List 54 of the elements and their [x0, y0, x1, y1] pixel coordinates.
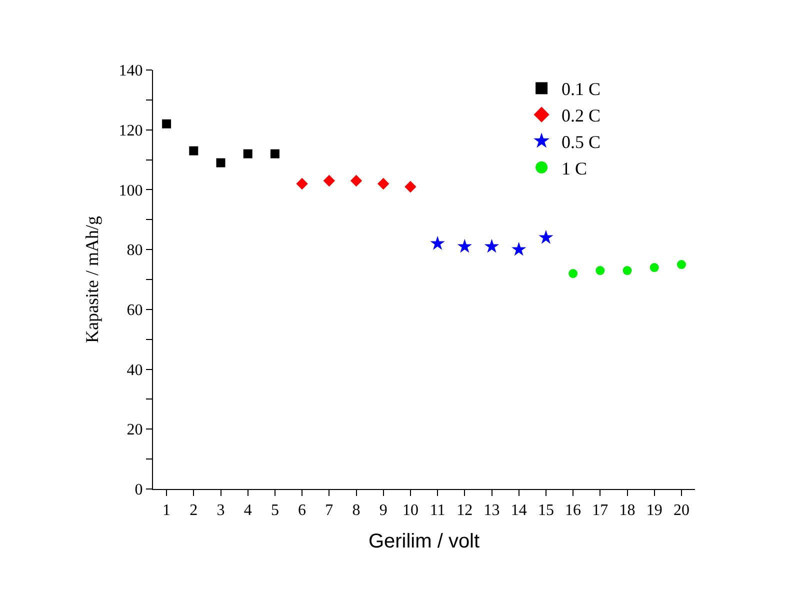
x-tick-label: 9	[379, 502, 388, 520]
point	[296, 178, 308, 190]
y-tick-label: 60	[126, 302, 143, 320]
y-tick-label: 100	[118, 182, 143, 200]
x-tick-label: 16	[565, 502, 582, 520]
x-tick-label: 11	[430, 502, 446, 520]
legend-label: 0.2 C	[562, 106, 601, 126]
legend-label: 1 C	[562, 158, 588, 178]
point	[650, 263, 659, 272]
x-axis-title: Gerilim / volt	[368, 530, 480, 553]
point	[430, 236, 445, 250]
point	[484, 238, 500, 253]
point	[378, 178, 390, 190]
x-tick-label: 14	[510, 502, 527, 520]
x-tick-label: 19	[646, 502, 662, 520]
point	[350, 174, 362, 187]
y-tick-label: 140	[118, 62, 143, 80]
x-tick-label: 6	[298, 502, 306, 520]
x-tick-label: 8	[352, 502, 360, 520]
x-tick-label: 3	[216, 502, 225, 520]
y-tick-label: 0	[134, 482, 143, 499]
y-axis-title: Kapasite / mAh/g	[82, 216, 102, 343]
x-tick-label: 10	[402, 502, 418, 520]
legend-label: 0.1 C	[562, 79, 601, 100]
point	[512, 242, 526, 256]
point	[323, 174, 335, 187]
x-tick-label: 13	[484, 502, 500, 520]
point	[189, 146, 198, 156]
point	[216, 158, 226, 168]
x-tick-label: 12	[456, 502, 473, 520]
y-tick-label: 80	[126, 242, 143, 260]
point	[596, 266, 605, 276]
x-tick-label: 7	[325, 502, 334, 520]
point	[568, 269, 578, 278]
legend-label: 0.5 C	[562, 132, 601, 152]
point	[243, 149, 252, 158]
y-tick-label: 120	[118, 122, 143, 140]
point	[622, 266, 632, 276]
x-tick-label: 5	[270, 502, 279, 520]
point	[162, 119, 172, 128]
x-tick-label: 4	[244, 502, 252, 520]
x-tick-label: 18	[619, 502, 636, 520]
y-tick-label: 20	[126, 422, 143, 439]
x-tick-label: 1	[162, 502, 171, 520]
point	[404, 180, 416, 193]
point	[270, 149, 280, 158]
y-tick-label: 40	[126, 362, 143, 379]
x-tick-label: 17	[592, 502, 608, 520]
point	[457, 238, 472, 253]
x-tick-label: 2	[190, 502, 198, 520]
x-tick-label: 20	[673, 502, 690, 520]
point	[676, 260, 686, 270]
x-tick-label: 15	[538, 502, 554, 520]
point	[538, 230, 554, 244]
